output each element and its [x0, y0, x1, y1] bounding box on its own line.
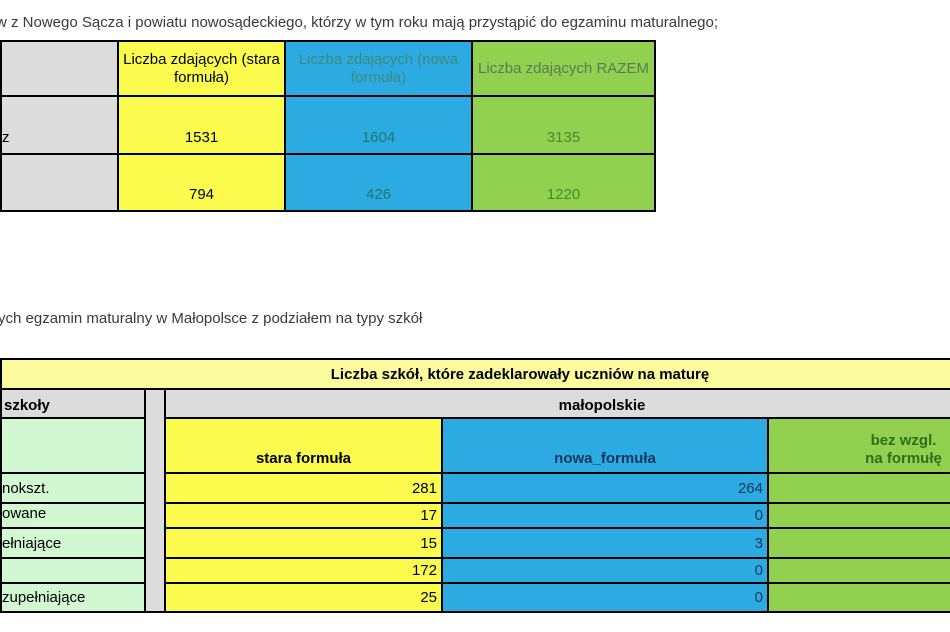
t1-header-total: Liczba zdających RAZEM: [473, 42, 656, 97]
t2-header-region: małopolskie: [166, 390, 950, 419]
t2-title: Liczba szkół, które zadeklarowały ucznió…: [330, 365, 710, 383]
t2-col-new-formula: nowa_formuła: [443, 419, 769, 474]
t2-cell-new: 0: [443, 559, 769, 584]
t2-row-label: ełniające: [2, 529, 146, 559]
t2-cell-old: 25: [166, 584, 443, 613]
t2-col-any-formula: bez wzgl. na formułę: [769, 419, 950, 474]
t2-cell-any: [769, 474, 950, 504]
t2-col-any-line2: na formułę: [865, 450, 942, 467]
t2-cell-old: 17: [166, 504, 443, 529]
t1-cell-total: 1220: [473, 155, 656, 212]
t2-title-banner: Liczba szkół, które zadeklarowały ucznió…: [0, 358, 950, 390]
t2-cell-old: 15: [166, 529, 443, 559]
t2-cell-new: 0: [443, 584, 769, 613]
t2-col-old-formula: stara formuła: [166, 419, 443, 474]
t2-row-label: zupełniające: [2, 584, 146, 613]
t2-separator-column: [146, 390, 166, 613]
t2-cell-any: [769, 584, 950, 613]
t2-cell-any: [769, 529, 950, 559]
t1-cell-new: 426: [286, 155, 473, 212]
t2-cell-old: 172: [166, 559, 443, 584]
t1-cell-old: 794: [119, 155, 286, 212]
t1-cell-old: 1531: [119, 97, 286, 155]
t1-row-label: z: [2, 97, 119, 155]
t1-header-new-formula: Liczba zdających (nowa formuła): [286, 42, 473, 97]
t2-header-empty: [2, 419, 146, 474]
t1-header-old-formula: Liczba zdających (stara formuła): [119, 42, 286, 97]
t2-cell-old: 281: [166, 474, 443, 504]
t1-row-label: [2, 155, 119, 212]
t1-cell-total: 3135: [473, 97, 656, 155]
t2-cell-new: 264: [443, 474, 769, 504]
t2-cell-new: 3: [443, 529, 769, 559]
table-liczba-szkol: szkoły małopolskie stara formuła nowa_fo…: [0, 390, 950, 613]
t2-cell-new: 0: [443, 504, 769, 529]
t2-row-label: [2, 559, 146, 584]
t2-row-label: owane: [2, 504, 146, 529]
t2-header-school-type: szkoły: [2, 390, 146, 419]
t2-cell-any: [769, 559, 950, 584]
intro-text: w z Nowego Sącza i powiatu nowosądeckieg…: [0, 14, 719, 31]
t1-header-empty: [2, 42, 119, 97]
t2-cell-any: [769, 504, 950, 529]
t2-row-label: nokszt.: [2, 474, 146, 504]
section-text: ych egzamin maturalny w Małopolsce z pod…: [0, 310, 423, 327]
t2-col-any-line1: bez wzgl.: [870, 432, 937, 449]
t1-cell-new: 1604: [286, 97, 473, 155]
table-liczba-zdajacych: Liczba zdających (stara formuła) Liczba …: [0, 40, 656, 212]
